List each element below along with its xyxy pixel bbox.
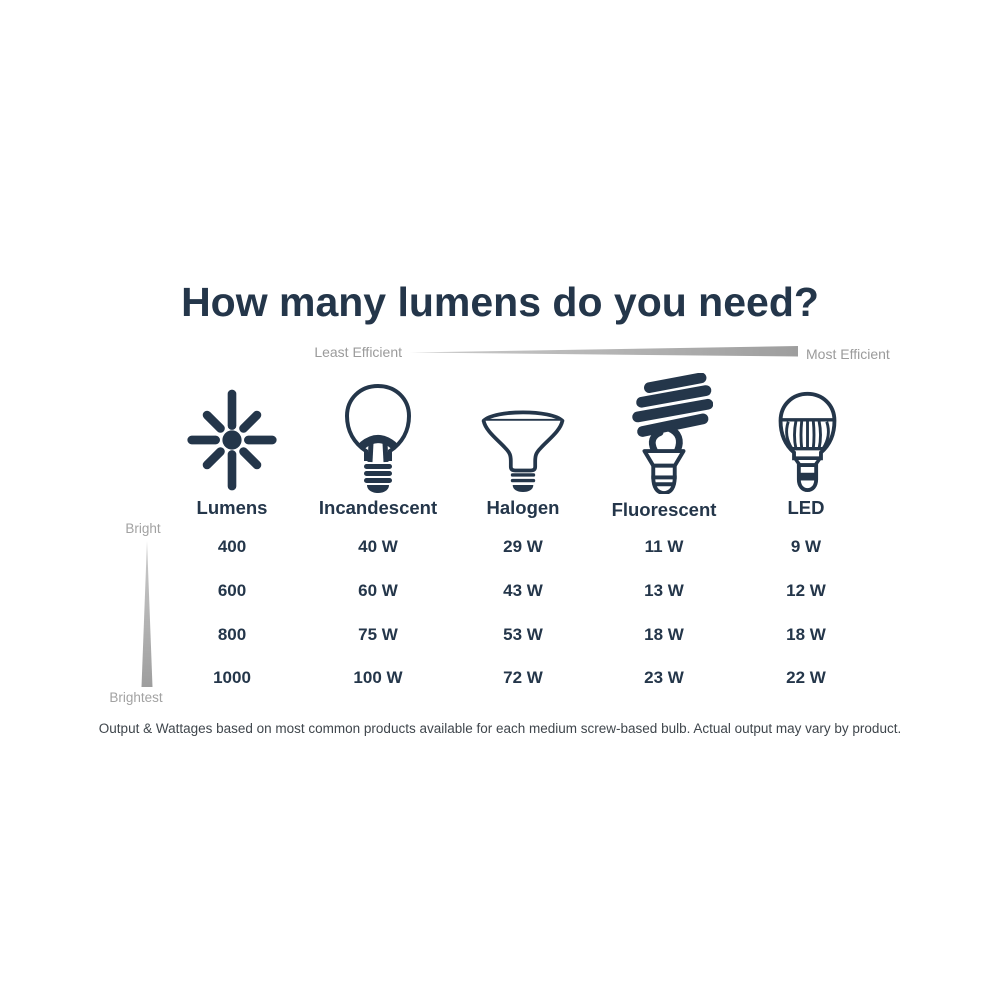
- most-efficient-label: Most Efficient: [806, 346, 890, 362]
- table-cell: 18 W: [644, 625, 684, 644]
- table-cell: 29 W: [503, 537, 543, 556]
- table-cell: 100 W: [353, 668, 403, 687]
- table-cell: 800: [217, 625, 247, 644]
- incandescent-bulb-icon: [344, 383, 412, 493]
- table-cell: 12 W: [786, 581, 826, 600]
- table-cell: 11 W: [644, 537, 684, 556]
- column-header-lumens: Lumens: [196, 497, 268, 518]
- halogen-reflector-bulb-icon: [481, 410, 565, 492]
- table-cell: 1000: [213, 668, 251, 687]
- table-cell: 60 W: [358, 581, 398, 600]
- column-header-incandescent: Incandescent: [318, 497, 438, 518]
- table-cell: 18 W: [786, 625, 826, 644]
- efficiency-gradient-arrow-icon: [410, 346, 798, 357]
- table-cell: 400: [217, 537, 247, 556]
- table-cell: 13 W: [644, 581, 684, 600]
- cfl-spiral-bulb-icon: [632, 373, 713, 494]
- table-cell: 40 W: [358, 537, 398, 556]
- column-header-halogen: Halogen: [486, 497, 560, 518]
- table-cell: 23 W: [644, 668, 684, 687]
- page-title: How many lumens do you need?: [181, 279, 819, 325]
- bright-label: Bright: [125, 521, 161, 536]
- least-efficient-label: Least Efficient: [314, 344, 402, 360]
- led-bulb-icon: [778, 391, 837, 493]
- table-cell: 22 W: [786, 668, 826, 687]
- table-cell: 600: [217, 581, 247, 600]
- table-cell: 75 W: [358, 625, 398, 644]
- table-cell: 53 W: [503, 625, 543, 644]
- column-header-led: LED: [787, 497, 825, 518]
- brightest-label: Brightest: [109, 690, 163, 705]
- table-cell: 43 W: [503, 581, 543, 600]
- starburst-rays-icon: [187, 389, 277, 491]
- footnote-text: Output & Wattages based on most common p…: [98, 721, 902, 736]
- column-header-fluorescent: Fluorescent: [611, 499, 717, 520]
- brightness-gradient-arrow-icon: [141, 541, 153, 687]
- table-cell: 72 W: [503, 668, 543, 687]
- table-cell: 9 W: [790, 537, 822, 556]
